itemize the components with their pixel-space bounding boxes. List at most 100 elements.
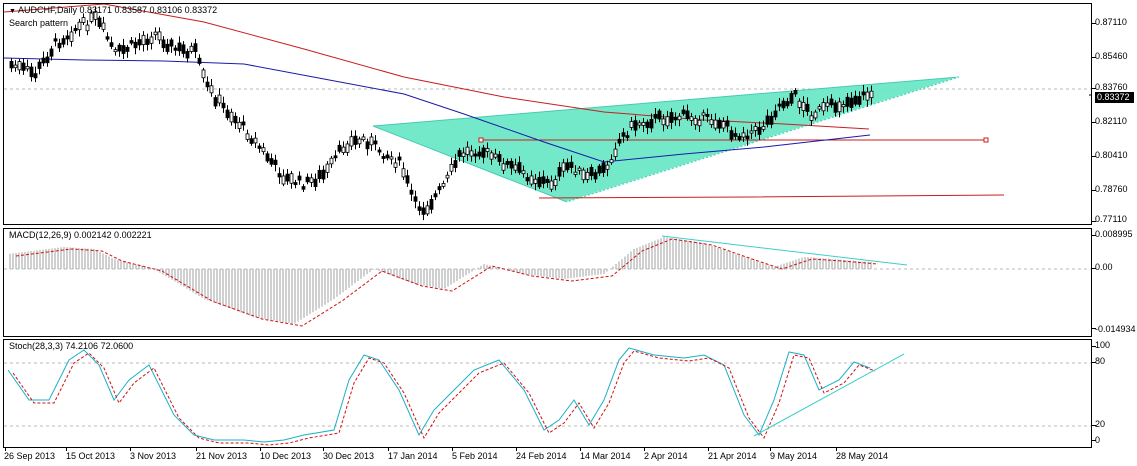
candle-body [413,196,418,202]
candle-body [641,122,646,126]
candle-body [549,180,554,190]
fast-ma-line [4,57,871,163]
candle-body [557,167,562,177]
candle-body [497,154,502,162]
macd-scale-label: 0.008995 [1095,229,1133,239]
candle-body [237,121,242,129]
candle-body [409,189,414,195]
candle-body [273,159,278,166]
candle-body [305,176,310,183]
candle-body [825,102,830,107]
candle-body [521,170,526,175]
stoch-panel[interactable]: Stoch(28,3,3) 74.2106 72.0600 [3,339,1092,448]
candle-body [817,106,822,110]
macd-canvas[interactable] [4,229,1092,337]
macd-panel[interactable]: MACD(12,26,9) 0.002142 0.002221 [3,228,1092,337]
candle-body [425,205,430,215]
price-panel[interactable]: ▼ AUDCHF,Daily 0.83171 0.83587 0.83106 0… [3,3,1092,225]
candle-body [121,45,126,54]
neckline-handle [478,137,484,143]
candle-body [321,169,326,180]
candle-body [633,120,638,131]
candle-body [161,39,166,49]
candle-body [309,177,314,183]
time-axis-label: 21 Nov 2013 [196,451,248,461]
stoch-signal-line [12,350,876,446]
candle-body [453,160,458,168]
candle-body [477,151,482,157]
candle-body [537,176,542,188]
candle-body [565,162,570,171]
candle-body [797,100,802,108]
candle-body [169,39,174,47]
candle-body [581,169,586,181]
candle-body [213,97,218,107]
price-scale-label: 0.82110 [1095,116,1127,126]
candle-body [173,47,178,51]
ohlc-readout: 0.83171 0.83587 0.83106 0.83372 [79,5,218,15]
candle-body [501,163,506,171]
candle-body [417,206,422,211]
candle-body [365,141,370,150]
candle-body [577,167,582,171]
candle-body [509,160,514,169]
candle-body [813,111,818,119]
neckline-handle [983,137,989,143]
candle-body [829,98,834,106]
candle-body [117,44,122,52]
time-axis[interactable]: 26 Sep 2013 15 Oct 2013 3 Nov 2013 21 No… [3,448,1092,466]
candle-body [613,148,618,157]
stoch-scale-label: 20 [1095,419,1106,429]
candle-body [113,49,118,53]
candle-body [33,73,38,79]
candle-body [701,112,706,116]
price-scale-label: 0.83760 [1095,82,1128,92]
candle-body [89,12,94,22]
candle-body [69,31,74,42]
candle-body [745,135,750,140]
candle-body [397,156,402,161]
candle-body [821,102,826,112]
candle-body [389,156,394,160]
candle-body [469,150,474,157]
candle-body [105,36,110,40]
triangle-down-icon[interactable]: ▼ [9,8,16,15]
candle-body [809,115,814,121]
candle-body [465,146,470,155]
candle-body [297,175,302,181]
candle-body [489,152,494,160]
price-chart-canvas[interactable] [4,4,1092,225]
candle-body [573,171,578,175]
candle-body [525,177,530,182]
price-scale[interactable]: 0.87110 0.85460 0.83760 0.82110 0.80410 … [1092,3,1137,225]
candle-body [385,154,390,159]
stoch-main-line [7,347,871,443]
candle-body [313,178,318,187]
candle-body [669,112,674,123]
candle-body [753,126,758,131]
candle-body [681,109,686,115]
candle-body [861,91,866,96]
candle-body [181,44,186,54]
candle-body [401,168,406,178]
candle-body [597,165,602,174]
candle-body [757,127,762,135]
candle-body [649,119,654,129]
stoch-scale[interactable]: 100 80 20 0 [1092,339,1137,448]
symbol-title: AUDCHF,Daily [17,5,77,15]
candle-body [793,90,798,95]
candle-body [13,64,18,69]
candle-body [517,162,522,173]
candle-body [73,28,78,32]
candle-body [9,61,14,69]
candle-body [29,66,34,78]
stoch-canvas[interactable] [4,340,1092,448]
candle-body [457,150,462,157]
macd-label: MACD(12,26,9) 0.002142 0.002221 [9,230,152,240]
candle-body [141,34,146,46]
candle-body [293,182,298,186]
price-scale-label: 0.87110 [1095,17,1127,27]
macd-scale[interactable]: 0.008995 0.00 -0.014934 [1092,228,1137,337]
candle-body [705,113,710,117]
